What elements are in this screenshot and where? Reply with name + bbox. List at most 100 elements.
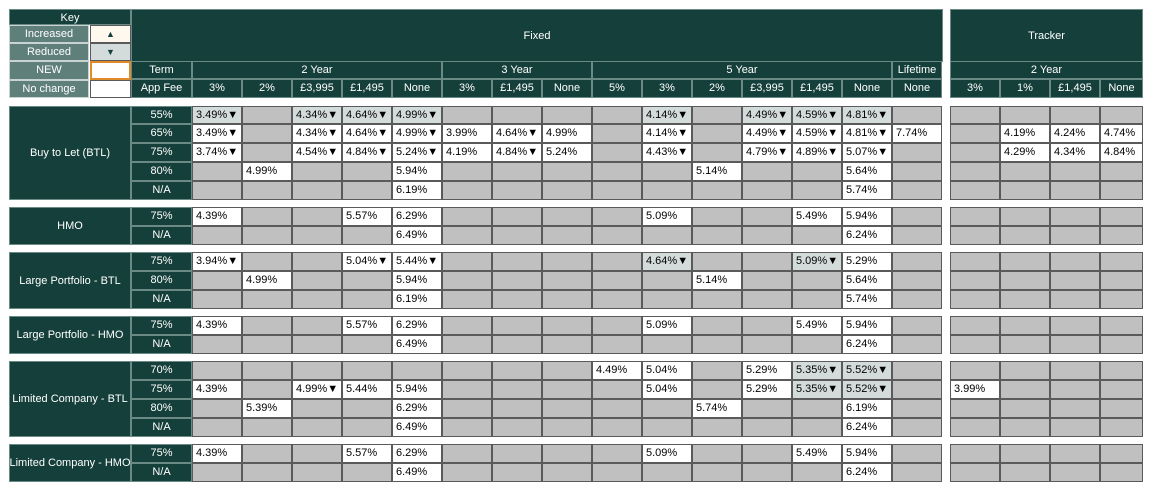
rate-cell: [892, 207, 942, 226]
rate-cell: [492, 418, 542, 437]
fee-label: App Fee: [131, 79, 192, 98]
rate-cell: [342, 335, 392, 354]
rate-cell: 3.74%▼: [192, 143, 242, 162]
tracker-rate-cell: [950, 106, 1000, 124]
rate-cell: [242, 361, 292, 380]
rate-cell: 5.52%▼: [842, 361, 892, 380]
fee-header: 3%: [642, 79, 692, 98]
rate-cell: 4.39%: [192, 444, 242, 463]
tracker-header: Tracker: [950, 9, 1143, 62]
rate-cell: [242, 335, 292, 354]
rate-cell: [592, 380, 642, 399]
fee-header: None: [542, 79, 592, 98]
rate-cell: [592, 252, 642, 271]
rate-cell: 4.34%▼: [292, 124, 342, 143]
rate-cell: [492, 399, 542, 418]
rate-cell: 6.19%: [842, 399, 892, 418]
rate-cell: [342, 463, 392, 482]
rate-cell: [792, 181, 842, 200]
tracker-rate-cell: [1000, 399, 1050, 418]
rate-cell: [292, 226, 342, 245]
rate-cell: [592, 418, 642, 437]
rate-cell: [242, 124, 292, 143]
increased-arrow-icon: ▲: [90, 25, 131, 43]
rate-cell: [192, 290, 242, 309]
key-title: Key: [9, 9, 131, 25]
group-name: Limited Company - HMO: [9, 444, 131, 482]
rate-cell: [742, 226, 792, 245]
rate-cell: 4.49%: [592, 361, 642, 380]
rate-cell: [292, 252, 342, 271]
rate-cell: [692, 207, 742, 226]
rate-cell: 4.49%▼: [742, 106, 792, 124]
rate-cell: [692, 316, 742, 335]
rate-cell: [292, 463, 342, 482]
tracker-term-header: 2 Year: [950, 61, 1143, 79]
rate-cell: 5.09%: [642, 316, 692, 335]
rate-cell: 6.49%: [392, 463, 442, 482]
rate-cell: 4.39%: [192, 316, 242, 335]
rate-cell: 5.94%: [392, 380, 442, 399]
term-header: Lifetime: [892, 61, 942, 79]
rate-cell: [192, 463, 242, 482]
rate-cell: 4.49%▼: [742, 124, 792, 143]
term-label: Term: [131, 61, 192, 79]
rate-cell: [542, 162, 592, 181]
rate-cell: [542, 361, 592, 380]
tracker-rate-cell: [1000, 252, 1050, 271]
rate-cell: 5.44%▼: [392, 252, 442, 271]
key-label: Increased: [9, 25, 89, 43]
rate-cell: 4.64%▼: [342, 124, 392, 143]
rate-cell: [742, 463, 792, 482]
rate-cell: [192, 361, 242, 380]
tracker-rate-cell: [1000, 361, 1050, 380]
rate-cell: 5.49%: [792, 207, 842, 226]
fee-header: None: [892, 79, 942, 98]
tracker-rate-cell: [950, 418, 1000, 437]
rate-cell: 5.29%: [742, 361, 792, 380]
rate-cell: [542, 252, 592, 271]
tracker-rate-cell: [1000, 316, 1050, 335]
rate-cell: [892, 316, 942, 335]
tracker-rate-cell: [1050, 316, 1100, 335]
ltv-label: N/A: [131, 226, 192, 245]
key-swatch: [90, 61, 131, 80]
ltv-label: 65%: [131, 124, 192, 143]
rate-cell: [292, 271, 342, 290]
rate-cell: 4.99%▼: [392, 106, 442, 124]
rate-cell: [692, 181, 742, 200]
rate-cell: [892, 361, 942, 380]
rate-cell: [742, 162, 792, 181]
tracker-rate-cell: [1100, 316, 1143, 335]
rate-cell: [442, 271, 492, 290]
rate-cell: [692, 124, 742, 143]
rate-cell: [442, 106, 492, 124]
rate-cell: [492, 380, 542, 399]
rate-cell: [792, 335, 842, 354]
tracker-rate-cell: [1100, 252, 1143, 271]
ltv-label: 80%: [131, 162, 192, 181]
tracker-fee-header: 3%: [950, 79, 1000, 98]
rate-cell: 5.94%: [842, 444, 892, 463]
rate-cell: 4.39%: [192, 207, 242, 226]
tracker-rate-cell: [1100, 444, 1143, 463]
tracker-rate-cell: [950, 463, 1000, 482]
rate-cell: [442, 226, 492, 245]
rate-cell: [692, 361, 742, 380]
rate-cell: [592, 106, 642, 124]
rate-cell: [692, 444, 742, 463]
rate-cell: 4.19%: [442, 143, 492, 162]
key-swatch: [90, 80, 131, 98]
rate-cell: [392, 361, 442, 380]
rate-cell: [692, 463, 742, 482]
tracker-rate-cell: [1000, 162, 1050, 181]
rate-cell: [242, 181, 292, 200]
rate-cell: [892, 335, 942, 354]
rate-cell: [892, 271, 942, 290]
rate-cell: 5.44%: [342, 380, 392, 399]
rate-cell: 6.49%: [392, 418, 442, 437]
rate-cell: [342, 418, 392, 437]
rate-cell: [692, 380, 742, 399]
group-name: HMO: [9, 207, 131, 245]
rate-cell: [692, 335, 742, 354]
